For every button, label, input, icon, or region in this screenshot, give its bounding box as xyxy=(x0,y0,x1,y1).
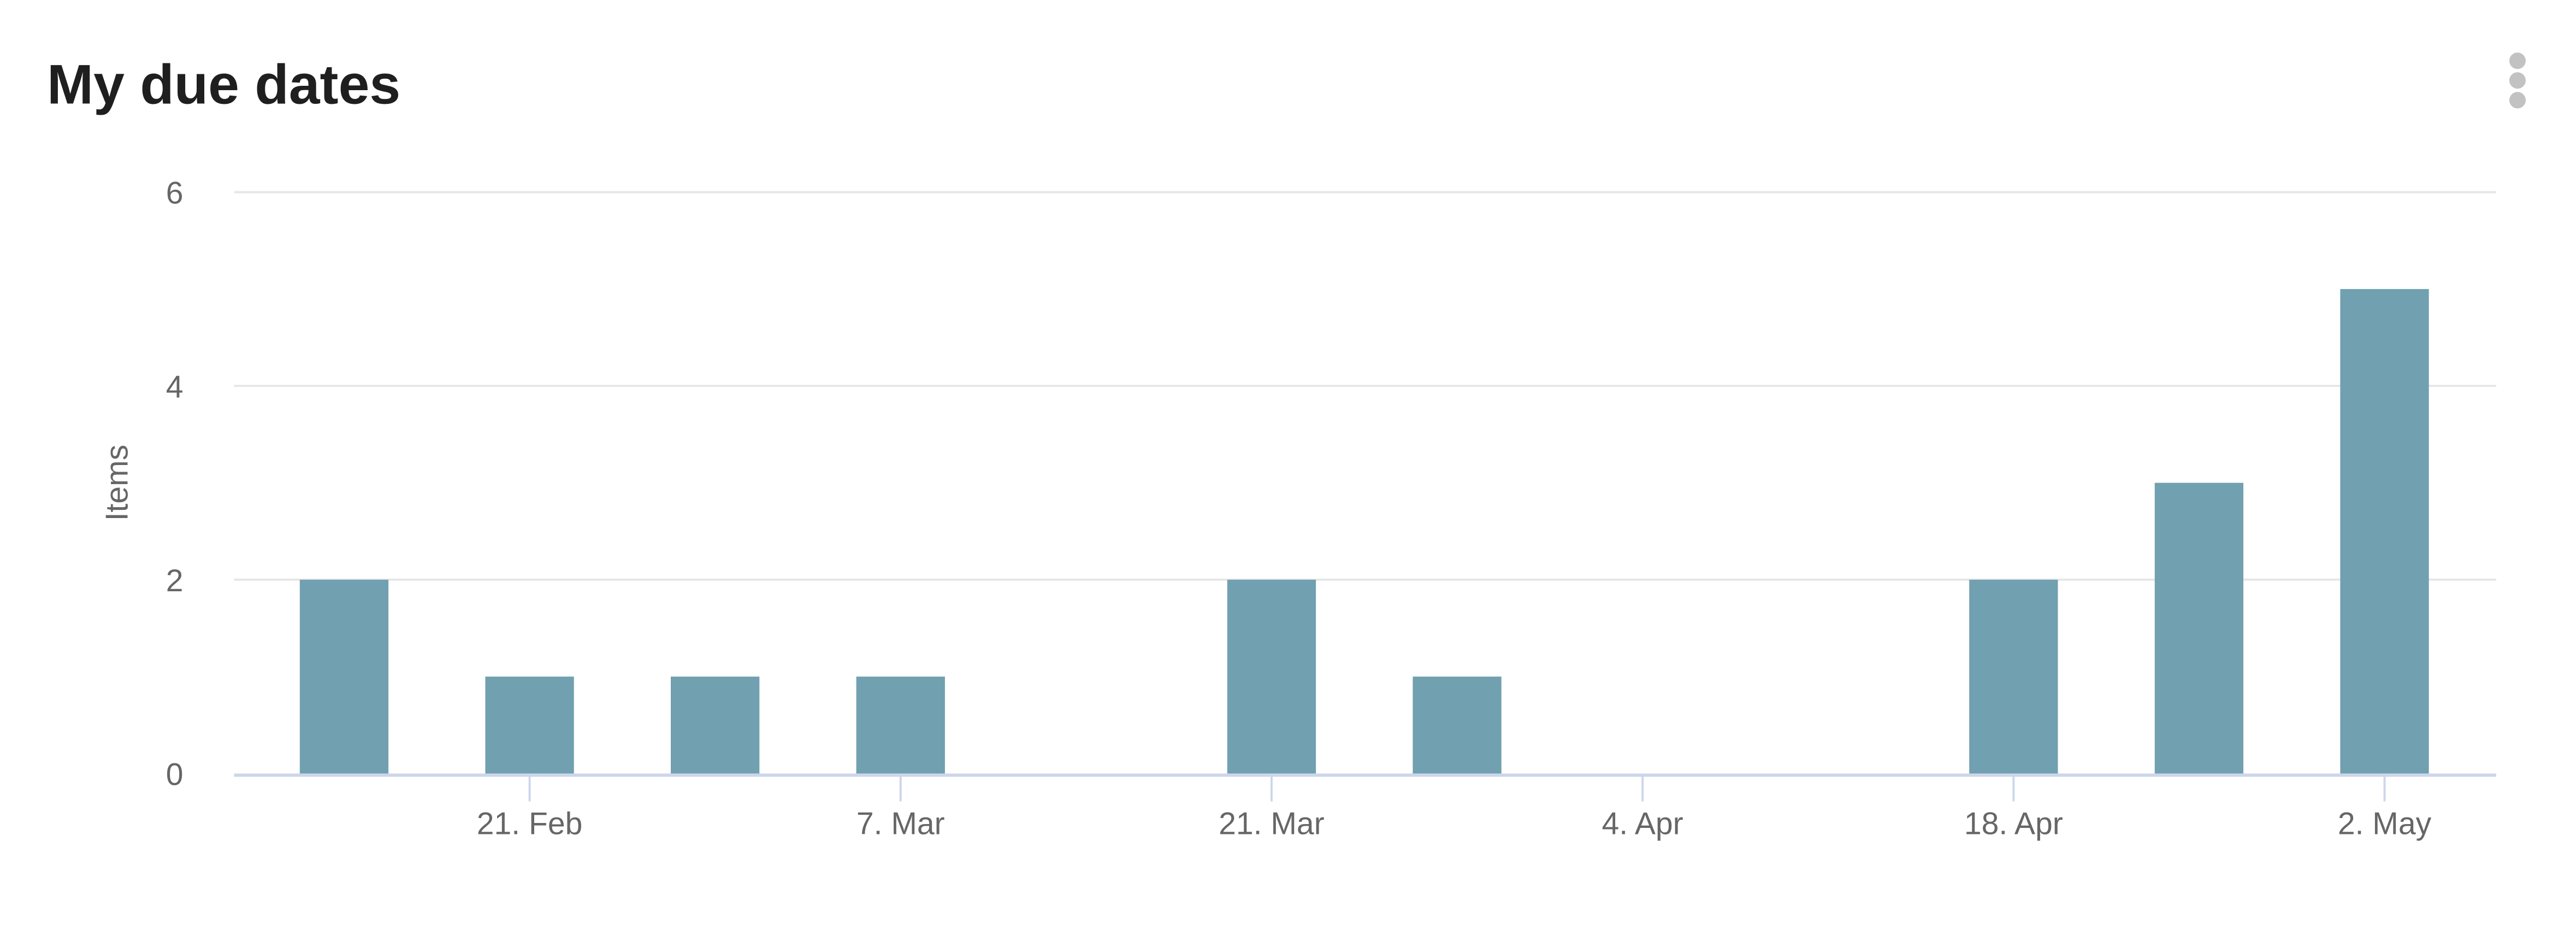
x-tick-label: 4. Apr xyxy=(1602,807,1683,842)
x-tick-label: 7. Mar xyxy=(856,807,945,842)
y-tick-label: 6 xyxy=(166,176,184,211)
y-tick-label: 0 xyxy=(166,757,184,792)
bar xyxy=(856,677,945,774)
bar xyxy=(1413,677,1502,774)
bar xyxy=(485,677,574,774)
x-tick-label: 21. Feb xyxy=(477,807,583,842)
y-tick-label: 2 xyxy=(166,563,184,598)
bar xyxy=(1969,579,2058,774)
y-tick-label: 4 xyxy=(166,369,184,404)
chart-title: My due dates xyxy=(47,53,400,115)
bar xyxy=(2340,289,2429,774)
bar xyxy=(2154,483,2244,774)
x-tick-label: 2. May xyxy=(2338,807,2432,842)
x-tick-label: 18. Apr xyxy=(1964,807,2063,842)
bar xyxy=(1227,579,1316,774)
kebab-menu-icon[interactable] xyxy=(2509,52,2526,109)
y-axis-title: Items xyxy=(99,445,134,521)
bar xyxy=(299,579,389,774)
x-tick-label: 21. Mar xyxy=(1219,807,1325,842)
bar xyxy=(671,677,760,774)
